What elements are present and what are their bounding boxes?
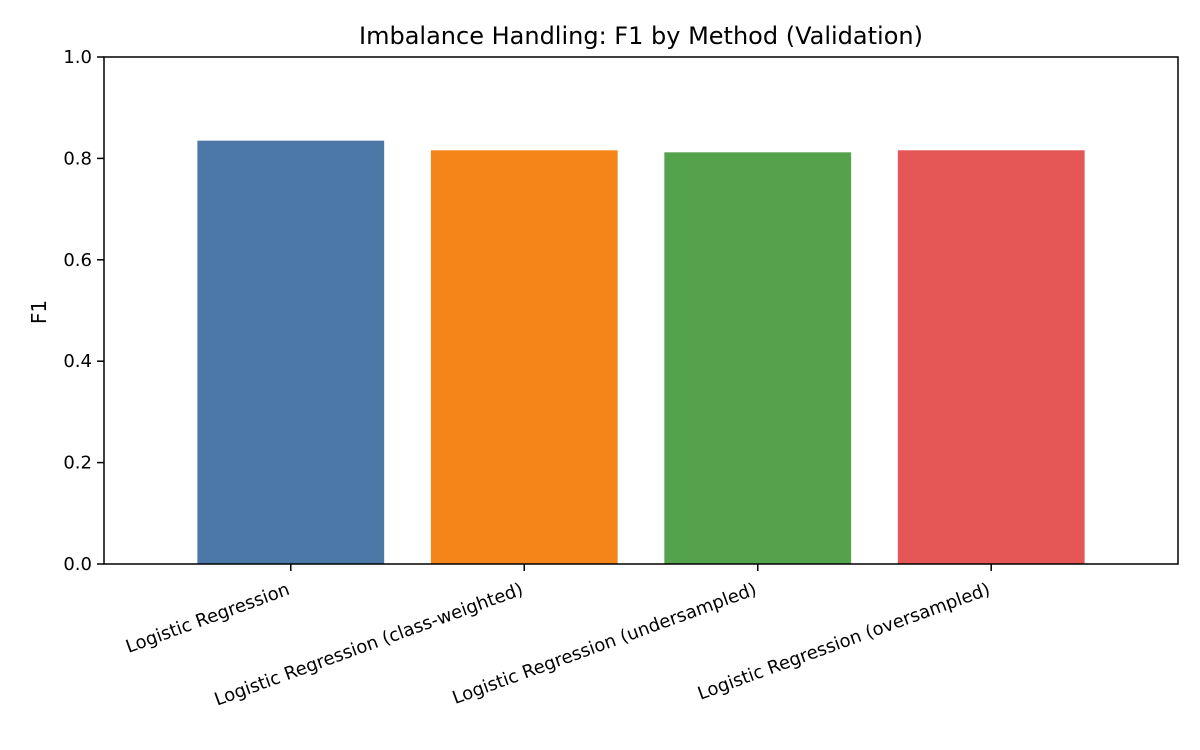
y-tick-label: 0.6 — [63, 250, 92, 271]
bar-4 — [897, 150, 1085, 564]
chart-title: Imbalance Handling: F1 by Method (Valida… — [359, 22, 923, 50]
y-axis-ticks: 0.0 0.2 0.4 0.6 0.8 1.0 — [63, 47, 104, 575]
bar-1 — [197, 140, 385, 564]
plot-frame — [103, 56, 1179, 565]
bar-2 — [430, 150, 618, 564]
bars-group — [197, 140, 1085, 565]
y-tick-label: 0.4 — [63, 351, 92, 372]
y-tick-label: 1.0 — [63, 47, 92, 68]
y-tick-label: 0.0 — [63, 554, 92, 575]
y-tick-label: 0.8 — [63, 148, 92, 169]
x-tick-label: Logistic Regression — [123, 579, 292, 658]
bar-3 — [664, 152, 852, 565]
y-tick-label: 0.2 — [63, 453, 92, 474]
y-axis-label: F1 — [27, 300, 51, 324]
